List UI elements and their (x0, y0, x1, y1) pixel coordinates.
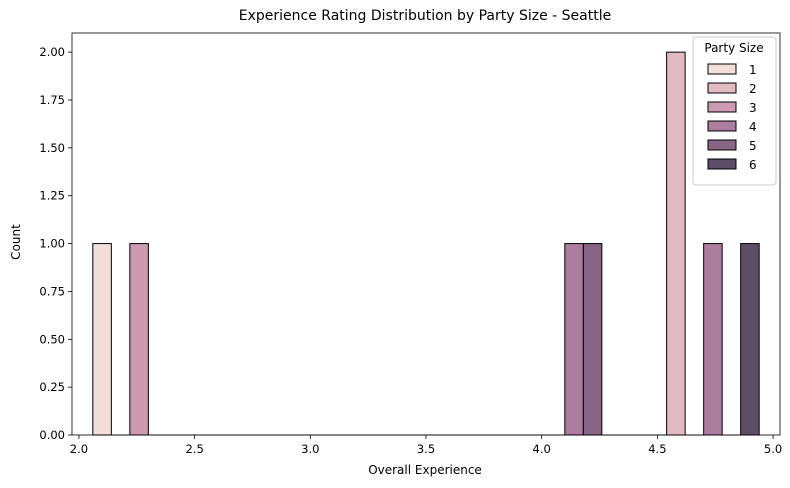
bar-party-size-2 (666, 51, 686, 436)
y-tick-label: 0.50 (39, 332, 65, 346)
y-tick-label: 0.75 (39, 284, 65, 298)
bar-party-size-4 (703, 243, 723, 436)
legend-title: Party Size (704, 41, 763, 55)
legend-swatch-4 (707, 120, 737, 132)
x-tick-label: 2.0 (70, 442, 88, 456)
y-axis-title: Count (9, 224, 23, 260)
legend-label-5: 5 (749, 139, 757, 153)
x-axis: 2.0 2.5 3.0 3.5 4.0 4.5 5.0 (70, 435, 782, 456)
legend-label-1: 1 (749, 63, 757, 77)
x-axis-title: Overall Experience (368, 463, 482, 477)
y-tick-label: 1.75 (39, 93, 65, 107)
legend-swatch-5 (707, 139, 737, 151)
y-tick-label: 1.00 (39, 237, 65, 251)
bar-party-size-6 (740, 243, 760, 436)
legend-swatch-2 (707, 82, 737, 94)
x-tick-label: 3.0 (301, 442, 319, 456)
y-tick-label: 0.00 (39, 428, 65, 442)
legend: Party Size 1 2 3 4 5 6 (692, 36, 777, 186)
legend-label-3: 3 (749, 101, 757, 115)
y-axis: 0.00 0.25 0.50 0.75 1.00 1.25 1.50 1.75 2.00 (39, 45, 72, 442)
plot-area (71, 32, 781, 436)
bar-party-size-4 (564, 243, 584, 436)
bar-party-size-3 (129, 243, 149, 436)
bars-group (92, 51, 760, 436)
y-tick-label: 1.50 (39, 141, 65, 155)
legend-swatch-1 (707, 63, 737, 75)
y-tick-label: 1.25 (39, 189, 65, 203)
legend-entries: 1 2 3 4 5 6 (707, 63, 757, 172)
legend-swatch-6 (707, 158, 737, 170)
legend-swatch-3 (707, 101, 737, 113)
x-tick-label: 4.0 (533, 442, 551, 456)
chart-title: Experience Rating Distribution by Party … (239, 8, 611, 24)
x-tick-label: 2.5 (185, 442, 203, 456)
x-tick-label: 5.0 (764, 442, 782, 456)
y-tick-label: 2.00 (39, 45, 65, 59)
y-tick-label: 0.25 (39, 380, 65, 394)
legend-label-2: 2 (749, 82, 757, 96)
x-tick-label: 3.5 (417, 442, 435, 456)
legend-label-4: 4 (749, 120, 757, 134)
bar-party-size-1 (92, 243, 112, 436)
bar-party-size-5 (582, 243, 603, 436)
x-tick-label: 4.5 (648, 442, 666, 456)
legend-label-6: 6 (749, 158, 757, 172)
